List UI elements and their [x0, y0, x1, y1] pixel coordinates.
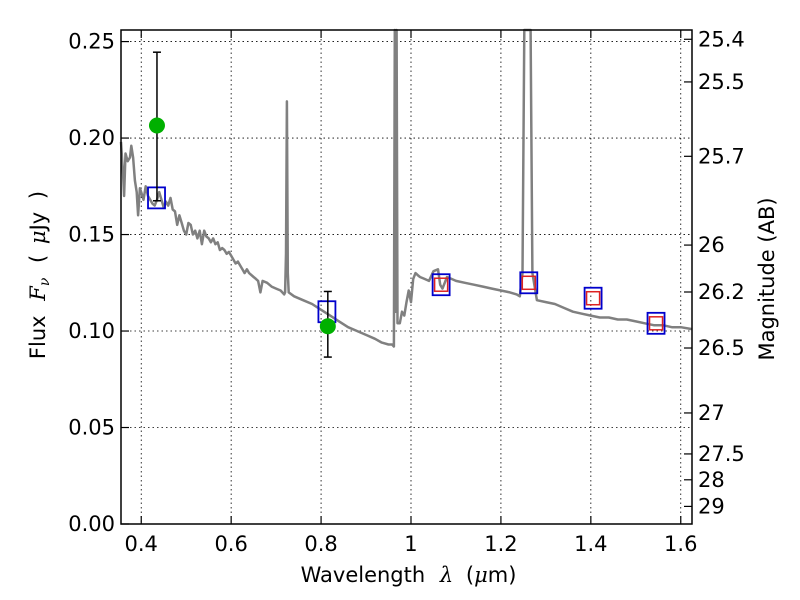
observed-point-1: [319, 318, 336, 335]
x-tick-label-0: 0.4: [125, 532, 158, 556]
y-axis-title-prefix: Flux: [26, 315, 50, 359]
photometry-marks: [147, 51, 666, 358]
y-tick-label-5: 0.25: [68, 30, 115, 54]
y-axis-title-symbol: F: [26, 285, 50, 302]
y2-tick-label-4: 26.2: [698, 280, 745, 304]
sed-line: [119, 28, 693, 348]
x-tick-label-1: 0.6: [214, 532, 247, 556]
y-axis-title-unit-open: (: [26, 255, 50, 263]
y-tick-label-3: 0.15: [68, 223, 115, 247]
x-tick-label-3: 1: [404, 532, 417, 556]
x-axis-title-unit-mu: μ: [474, 563, 488, 587]
y-axis-title: Flux Fν ( μJy ): [26, 191, 53, 359]
y2-tick-label-0: 25.4: [698, 27, 745, 51]
y2-tick-label-3: 26: [698, 233, 725, 257]
model-box-4: [583, 286, 603, 310]
upper-limit-box-0: [433, 277, 449, 292]
y-axis-title-subscript: ν: [37, 277, 53, 286]
x-tick-label-6: 1.6: [664, 532, 697, 556]
upper-limit-box-1: [521, 275, 537, 291]
x-tick-label-4: 1.2: [484, 532, 517, 556]
y2-tick-label-2: 25.7: [698, 144, 745, 168]
axis-ticks: 0.4 0.6 0.8 1 1.2 1.4 1.6 0.00 0.05 0.10 0.15 0.20 0…: [68, 27, 745, 556]
y2-tick-label-7: 27.5: [698, 442, 745, 466]
model-box-2: [431, 273, 451, 297]
upper-limit-box-2: [585, 290, 601, 306]
y2-axis-title: Magnitude (AB): [755, 197, 779, 360]
y-tick-label-0: 0.00: [68, 512, 115, 536]
x-axis-title: Wavelength λ (μm): [301, 563, 517, 587]
sed-model-curve: [119, 28, 693, 348]
y2-tick-label-1: 25.5: [698, 70, 745, 94]
plot-frame: [120, 29, 693, 525]
x-axis-title-unit-open: (: [466, 563, 474, 587]
y-tick-label-4: 0.20: [68, 126, 115, 150]
y2-tick-label-9: 29: [698, 494, 725, 518]
y2-tick-label-5: 26.5: [698, 336, 745, 360]
x-tick-label-5: 1.4: [574, 532, 607, 556]
model-box-3: [519, 271, 539, 295]
y2-tick-label-6: 27: [698, 401, 725, 425]
y-tick-label-1: 0.05: [68, 416, 115, 440]
model-box-5: [646, 311, 666, 335]
y2-tick-label-8: 28: [698, 468, 725, 492]
upper-limit-box-3: [648, 316, 664, 331]
y-axis-title-unit-close: ): [26, 191, 50, 199]
x-tick-label-2: 0.8: [304, 532, 337, 556]
x-axis-title-unit-rest: m): [488, 563, 517, 587]
y-axis-title-unit-rest: Jy: [26, 212, 50, 233]
observed-point-0: [148, 117, 165, 134]
y-axis-title-unit-mu: μ: [26, 230, 50, 244]
grid-lines: [121, 30, 692, 525]
y-tick-label-2: 0.10: [68, 319, 115, 343]
x-axis-title-symbol: λ: [439, 563, 453, 587]
x-axis-title-prefix: Wavelength: [301, 563, 426, 587]
